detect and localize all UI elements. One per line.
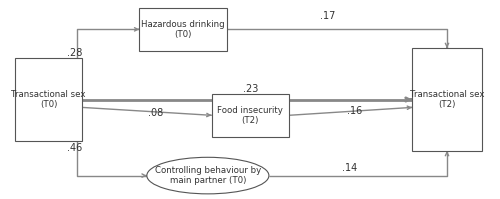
Text: Food insecurity
(T2): Food insecurity (T2)	[218, 106, 283, 125]
Text: Transactional sex
(T2): Transactional sex (T2)	[410, 90, 484, 109]
Text: Controlling behaviour by
main partner (T0): Controlling behaviour by main partner (T…	[154, 166, 261, 185]
FancyBboxPatch shape	[412, 48, 482, 151]
Text: .08: .08	[148, 108, 163, 118]
FancyBboxPatch shape	[212, 94, 289, 137]
FancyBboxPatch shape	[140, 8, 226, 51]
FancyBboxPatch shape	[15, 58, 82, 141]
Text: .16: .16	[347, 106, 362, 116]
Text: .23: .23	[242, 84, 258, 94]
Text: .46: .46	[67, 143, 82, 153]
Text: .14: .14	[342, 163, 357, 173]
Text: Transactional sex
(T0): Transactional sex (T0)	[11, 90, 86, 109]
Text: .17: .17	[320, 11, 335, 20]
Text: Hazardous drinking
(T0): Hazardous drinking (T0)	[141, 20, 225, 39]
Text: .28: .28	[67, 48, 82, 58]
Ellipse shape	[147, 157, 269, 194]
